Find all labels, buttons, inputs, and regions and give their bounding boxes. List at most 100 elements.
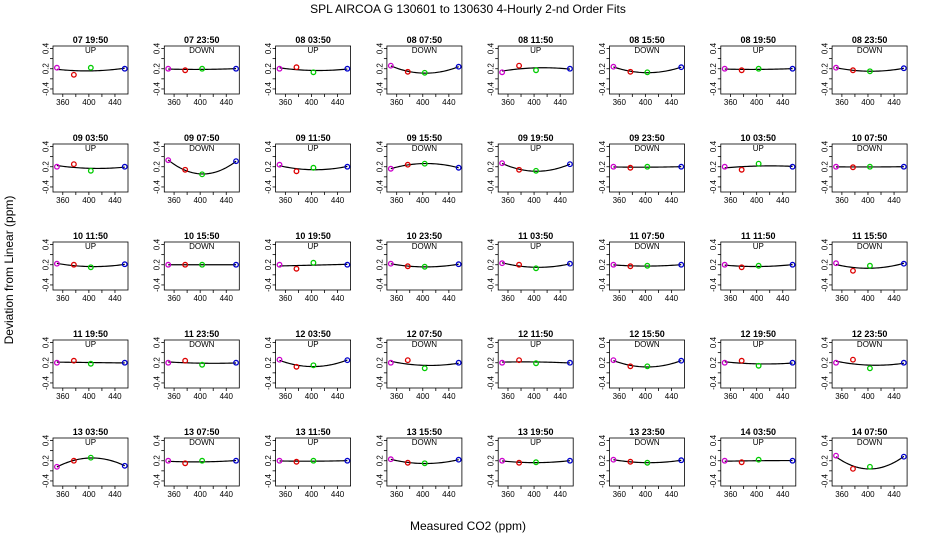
x-tick-label: 360 [167, 196, 181, 205]
y-tick-label: -0.4 [709, 278, 718, 292]
panel-title: 08 07:50 [407, 35, 443, 45]
panel-frame [831, 45, 908, 95]
data-point [404, 459, 411, 466]
panel-direction-label: UP [753, 340, 764, 349]
data-point [276, 457, 283, 464]
panel-title: 12 03:50 [295, 329, 331, 339]
y-tick-label: 0.4 [709, 140, 718, 152]
x-tick-label: 360 [390, 490, 404, 499]
data-point [833, 163, 839, 170]
y-tick-label: 0.2 [487, 63, 496, 75]
panel-frame [831, 339, 908, 389]
data-point [627, 458, 634, 465]
panel-frame [386, 339, 463, 389]
fit-curve [390, 263, 459, 268]
data-point [121, 261, 128, 268]
y-tick-label: 0.4 [821, 434, 830, 446]
data-point [387, 260, 394, 267]
data-point [755, 65, 762, 72]
data-point [53, 163, 60, 170]
y-tick-label: 0.2 [709, 63, 718, 75]
data-point [182, 166, 189, 173]
y-tick-label: 0.4 [598, 42, 607, 54]
data-point [387, 359, 394, 366]
panel-frame [52, 339, 129, 389]
x-tick-label: 400 [861, 490, 875, 499]
data-point [738, 166, 745, 173]
data-point [644, 69, 651, 76]
data-point [455, 63, 462, 70]
x-tick-label: 440 [108, 196, 122, 205]
data-point [421, 365, 428, 372]
x-tick-label: 440 [331, 98, 345, 107]
x-tick-label: 440 [220, 294, 234, 303]
data-point [850, 67, 856, 74]
data-point [121, 65, 128, 72]
data-point [516, 261, 523, 268]
x-tick-label: 360 [835, 98, 849, 107]
x-tick-label: 400 [305, 196, 319, 205]
data-point [455, 456, 462, 463]
y-tick-label: 0.4 [375, 140, 384, 152]
data-point [866, 365, 873, 372]
x-tick-label: 400 [861, 196, 875, 205]
panel-direction-label: DOWN [634, 242, 660, 251]
x-tick-label: 360 [167, 294, 181, 303]
fit-curve [279, 165, 348, 171]
x-tick-label: 360 [56, 490, 70, 499]
fit-curve [724, 459, 793, 462]
y-tick-label: 0.4 [375, 336, 384, 348]
fit-curve [502, 361, 570, 364]
y-tick-label: 0.4 [821, 140, 830, 152]
x-tick-label: 360 [390, 294, 404, 303]
data-point [516, 357, 523, 364]
y-tick-label: -0.4 [153, 474, 162, 488]
x-tick-label: 440 [442, 294, 456, 303]
data-point [833, 260, 839, 267]
y-tick-label: -0.4 [41, 82, 50, 96]
y-tick-label: 0.4 [264, 42, 273, 54]
data-point [755, 456, 762, 463]
y-tick-label: 0.4 [487, 140, 496, 152]
y-tick-label: -0.4 [41, 278, 50, 292]
x-tick-label: 400 [639, 98, 653, 107]
panel-frame [831, 241, 908, 291]
data-point [87, 167, 94, 174]
data-point [721, 359, 728, 366]
data-point [53, 64, 60, 71]
data-point [404, 263, 411, 270]
data-point [850, 356, 856, 363]
data-point [293, 168, 300, 175]
x-axis-label: Measured CO2 (ppm) [410, 519, 526, 533]
x-tick-label: 360 [501, 196, 515, 205]
y-tick-label: 0.4 [153, 42, 162, 54]
x-tick-label: 360 [279, 196, 293, 205]
y-tick-label: 0.2 [821, 455, 830, 467]
x-tick-label: 360 [724, 196, 738, 205]
fit-curve [390, 458, 459, 465]
data-point [833, 359, 839, 366]
panel-title: 09 11:50 [296, 133, 331, 143]
y-tick-label: -0.4 [709, 474, 718, 488]
data-point [627, 363, 634, 370]
data-point [199, 261, 206, 268]
panel-direction-label: DOWN [189, 144, 215, 153]
y-tick-label: 0.2 [375, 161, 384, 173]
x-tick-label: 440 [442, 392, 456, 401]
x-tick-label: 360 [501, 490, 515, 499]
data-point [533, 167, 539, 174]
data-point [627, 68, 634, 75]
panel-title: 07 23:50 [184, 35, 220, 45]
y-tick-label: -0.4 [487, 82, 496, 96]
fit-curve [56, 361, 125, 364]
x-tick-label: 440 [887, 490, 901, 499]
x-tick-label: 400 [82, 196, 96, 205]
panel-title: 11 03:50 [518, 231, 553, 241]
data-point [165, 359, 172, 366]
panel-direction-label: DOWN [857, 46, 883, 55]
x-tick-label: 440 [108, 490, 122, 499]
